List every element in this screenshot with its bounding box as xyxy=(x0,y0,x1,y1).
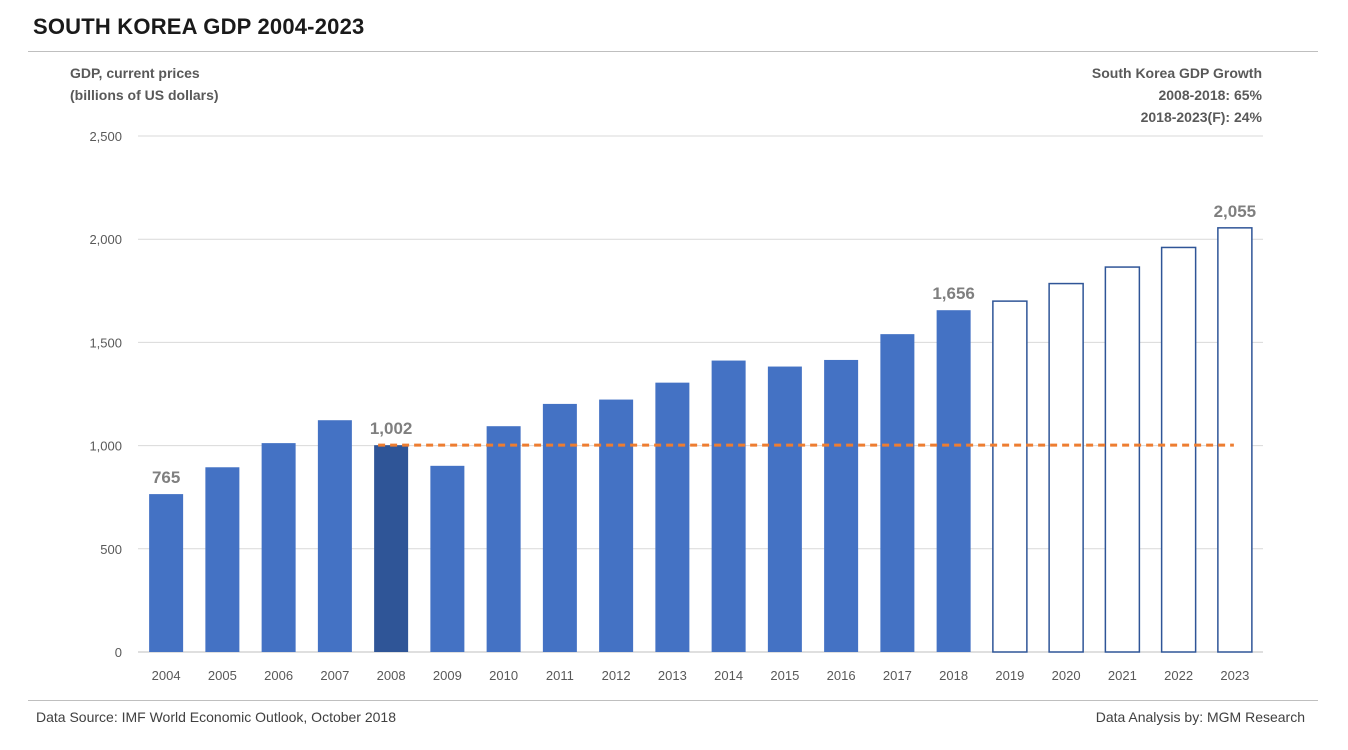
growth-line-2008-2018: 2008-2018: 65% xyxy=(1158,87,1262,103)
bar-2006 xyxy=(261,443,296,652)
bar-2007 xyxy=(317,420,352,652)
x-tick-label: 2013 xyxy=(658,668,687,683)
data-label-2023: 2,055 xyxy=(1214,202,1257,221)
bar-forecast-2020 xyxy=(1048,282,1084,653)
bar-2008 xyxy=(374,445,409,652)
bar-2015 xyxy=(767,366,802,652)
bar-2012 xyxy=(599,399,634,652)
x-tick-label: 2021 xyxy=(1108,668,1137,683)
x-tick-label: 2005 xyxy=(208,668,237,683)
x-tick-label: 2004 xyxy=(152,668,181,683)
growth-line-2018-2023: 2018-2023(F): 24% xyxy=(1140,109,1262,125)
y-axis-label-line2: (billions of US dollars) xyxy=(70,87,219,103)
x-tick-label: 2012 xyxy=(602,668,631,683)
y-tick-label: 2,000 xyxy=(89,232,122,247)
x-tick-label: 2008 xyxy=(377,668,406,683)
bar-forecast-2019 xyxy=(992,300,1028,653)
x-tick-label: 2022 xyxy=(1164,668,1193,683)
bar-2005 xyxy=(205,467,240,652)
x-tick-label: 2014 xyxy=(714,668,743,683)
y-tick-label: 1,000 xyxy=(89,439,122,454)
growth-heading: South Korea GDP Growth xyxy=(1091,65,1262,81)
bar-2009 xyxy=(430,465,465,652)
x-tick-label: 2015 xyxy=(770,668,799,683)
data-credit: Data Analysis by: MGM Research xyxy=(1095,709,1305,725)
x-tick-label: 2009 xyxy=(433,668,462,683)
x-tick-label: 2006 xyxy=(264,668,293,683)
x-tick-label: 2016 xyxy=(827,668,856,683)
y-tick-label: 500 xyxy=(100,542,122,557)
data-label-2008: 1,002 xyxy=(370,419,413,438)
bar-2010 xyxy=(486,426,521,652)
x-tick-label: 2020 xyxy=(1052,668,1081,683)
y-tick-label: 0 xyxy=(115,645,122,660)
data-source: Data Source: IMF World Economic Outlook,… xyxy=(36,709,397,725)
bar-2017 xyxy=(880,334,915,652)
data-label-2004: 765 xyxy=(152,468,180,487)
y-axis-label: GDP, current prices (billions of US doll… xyxy=(70,62,219,106)
x-tick-label: 2010 xyxy=(489,668,518,683)
y-axis-label-line1: GDP, current prices xyxy=(70,65,200,81)
bar-2013 xyxy=(655,382,690,652)
growth-annotation: South Korea GDP Growth 2008-2018: 65% 20… xyxy=(1092,62,1262,128)
bar-2016 xyxy=(824,359,859,652)
x-tick-label: 2018 xyxy=(939,668,968,683)
x-tick-label: 2007 xyxy=(320,668,349,683)
bar-forecast-2022 xyxy=(1160,246,1197,653)
y-tick-label: 1,500 xyxy=(89,335,122,350)
title-divider xyxy=(28,51,1318,52)
x-tick-label: 2019 xyxy=(995,668,1024,683)
bar-2004 xyxy=(149,494,184,652)
bar-2018 xyxy=(936,310,971,652)
bar-2014 xyxy=(711,360,746,652)
x-tick-label: 2011 xyxy=(546,668,574,683)
page-title: SOUTH KOREA GDP 2004-2023 xyxy=(33,14,365,39)
bar-2011 xyxy=(542,403,577,652)
gdp-bar-chart: 0 500 1,000 1,500 2,000 2,500 2004 765 2005 2006 2… xyxy=(89,129,1263,683)
bar-forecast-2021 xyxy=(1104,266,1141,653)
data-label-2018: 1,656 xyxy=(932,284,975,303)
x-tick-label: 2023 xyxy=(1220,668,1249,683)
y-tick-label: 2,500 xyxy=(89,129,122,144)
bar-forecast-2023 xyxy=(1217,227,1253,653)
x-tick-label: 2017 xyxy=(883,668,912,683)
footer-divider xyxy=(28,700,1318,701)
